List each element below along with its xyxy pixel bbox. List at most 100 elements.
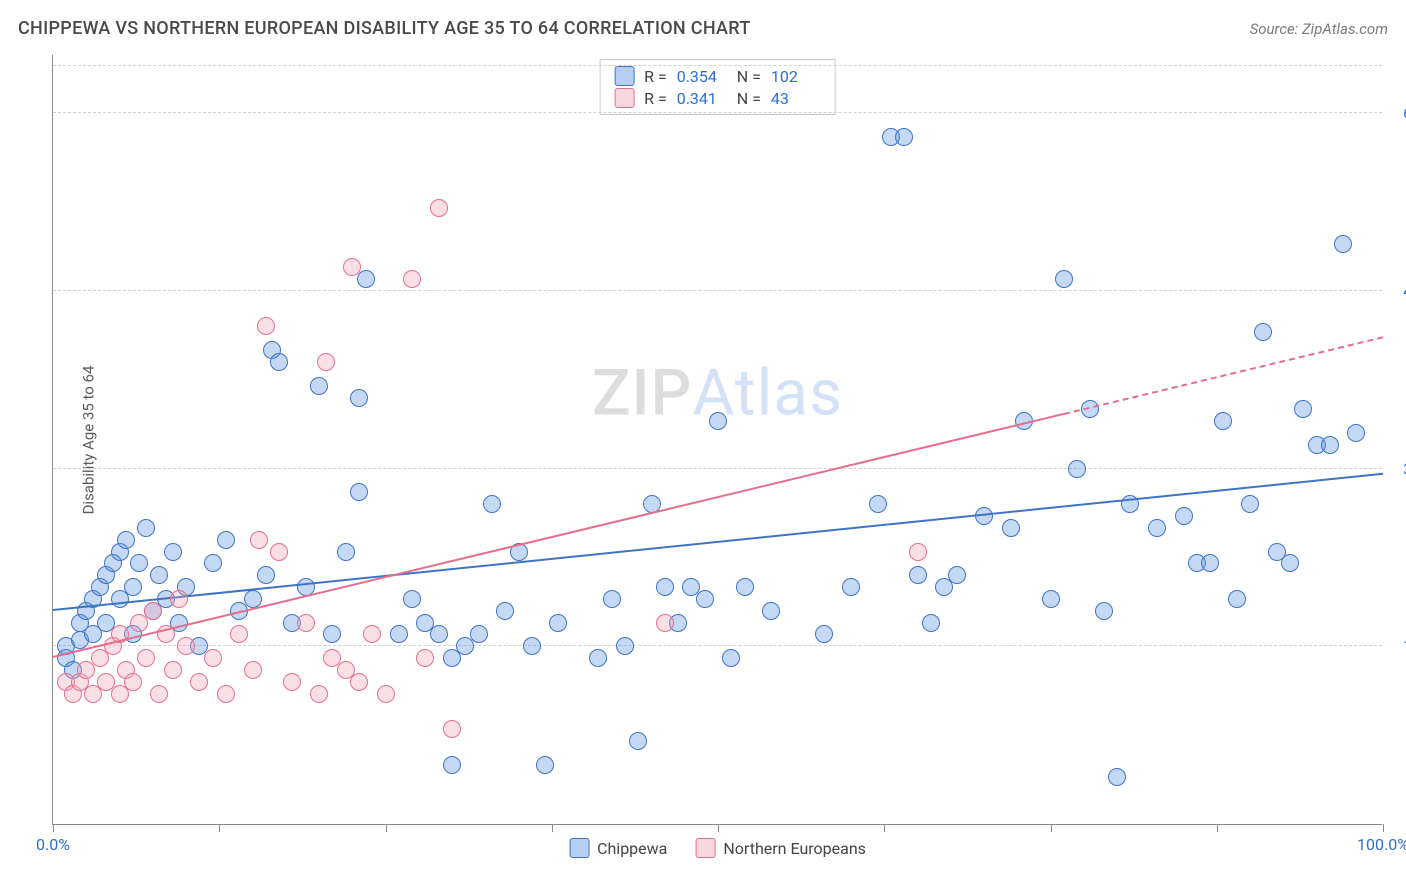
data-point-chippewa <box>549 614 567 632</box>
data-point-northern <box>257 317 275 335</box>
data-point-northern <box>377 685 395 703</box>
data-point-northern <box>250 531 268 549</box>
x-tick <box>53 824 54 832</box>
data-point-chippewa <box>1095 602 1113 620</box>
data-point-chippewa <box>1002 519 1020 537</box>
data-point-northern <box>403 270 421 288</box>
x-tick <box>386 824 387 832</box>
x-tick <box>219 824 220 832</box>
data-point-chippewa <box>1042 590 1060 608</box>
data-point-chippewa <box>350 483 368 501</box>
legend-label: Northern Europeans <box>723 839 866 858</box>
data-point-northern <box>230 625 248 643</box>
data-point-chippewa <box>523 637 541 655</box>
data-point-chippewa <box>1214 412 1232 430</box>
data-point-northern <box>443 720 461 738</box>
data-point-chippewa <box>390 625 408 643</box>
legend-item: Northern Europeans <box>695 838 866 858</box>
data-point-northern <box>190 673 208 691</box>
data-point-chippewa <box>1108 768 1126 786</box>
data-point-chippewa <box>124 578 142 596</box>
data-point-chippewa <box>1294 400 1312 418</box>
data-point-northern <box>177 637 195 655</box>
data-point-chippewa <box>496 602 514 620</box>
x-tick <box>718 824 719 832</box>
data-point-northern <box>144 602 162 620</box>
data-point-chippewa <box>443 756 461 774</box>
data-point-northern <box>416 649 434 667</box>
x-tick <box>552 824 553 832</box>
data-point-chippewa <box>164 543 182 561</box>
data-point-chippewa <box>895 128 913 146</box>
data-point-northern <box>310 685 328 703</box>
data-point-chippewa <box>257 566 275 584</box>
data-point-chippewa <box>1334 235 1352 253</box>
data-point-chippewa <box>350 389 368 407</box>
data-point-chippewa <box>430 625 448 643</box>
data-point-northern <box>430 199 448 217</box>
data-point-chippewa <box>842 578 860 596</box>
data-point-chippewa <box>117 531 135 549</box>
data-point-chippewa <box>403 590 421 608</box>
gridline <box>53 645 1382 646</box>
data-point-northern <box>164 661 182 679</box>
data-point-chippewa <box>1241 495 1259 513</box>
data-point-chippewa <box>217 531 235 549</box>
legend-item: Chippewa <box>569 838 667 858</box>
legend-swatch <box>614 66 634 86</box>
x-tick-label: 0.0% <box>36 835 70 854</box>
gridline <box>53 290 1382 291</box>
data-point-chippewa <box>1055 270 1073 288</box>
data-point-chippewa <box>337 543 355 561</box>
data-point-chippewa <box>589 649 607 667</box>
stats-row: R = 0.354 N = 102 <box>614 65 821 87</box>
data-point-chippewa <box>1068 460 1086 478</box>
data-point-chippewa <box>656 578 674 596</box>
data-point-chippewa <box>722 649 740 667</box>
source-label: Source: ZipAtlas.com <box>1250 20 1388 38</box>
data-point-chippewa <box>1175 507 1193 525</box>
data-point-chippewa <box>616 637 634 655</box>
data-point-northern <box>124 673 142 691</box>
header: CHIPPEWA VS NORTHERN EUROPEAN DISABILITY… <box>18 18 1388 39</box>
stats-row: R =0.341N =43 <box>614 87 821 109</box>
data-point-chippewa <box>1228 590 1246 608</box>
legend-swatch <box>614 88 634 108</box>
data-point-chippewa <box>922 614 940 632</box>
stat-n-label: N = <box>737 67 761 86</box>
data-point-northern <box>363 625 381 643</box>
x-tick <box>1051 824 1052 832</box>
data-point-northern <box>137 649 155 667</box>
data-point-chippewa <box>1254 323 1272 341</box>
data-point-chippewa <box>696 590 714 608</box>
data-point-northern <box>244 661 262 679</box>
data-point-chippewa <box>815 625 833 643</box>
data-point-chippewa <box>483 495 501 513</box>
data-point-chippewa <box>137 519 155 537</box>
x-tick <box>1383 824 1384 832</box>
chart-title: CHIPPEWA VS NORTHERN EUROPEAN DISABILITY… <box>18 18 751 39</box>
stat-r-value: 0.354 <box>677 67 727 86</box>
plot-area: ZIPAtlas R =0.354N =102R =0.341N =43 Chi… <box>52 55 1382 825</box>
gridline <box>53 468 1382 469</box>
stat-r-label: R = <box>644 67 667 86</box>
data-point-chippewa <box>1321 436 1339 454</box>
data-point-northern <box>150 685 168 703</box>
data-point-northern <box>283 673 301 691</box>
stat-r-value: 0.341 <box>677 89 727 108</box>
data-point-chippewa <box>736 578 754 596</box>
data-point-chippewa <box>470 625 488 643</box>
data-point-chippewa <box>1347 424 1365 442</box>
x-tick <box>1217 824 1218 832</box>
data-point-chippewa <box>709 412 727 430</box>
data-point-northern <box>170 590 188 608</box>
stat-n-value: 102 <box>771 67 821 86</box>
data-point-chippewa <box>536 756 554 774</box>
data-point-northern <box>343 258 361 276</box>
data-point-northern <box>204 649 222 667</box>
data-point-chippewa <box>629 732 647 750</box>
stat-n-value: 43 <box>771 89 821 108</box>
data-point-northern <box>656 614 674 632</box>
data-point-northern <box>909 543 927 561</box>
data-point-northern <box>317 353 335 371</box>
